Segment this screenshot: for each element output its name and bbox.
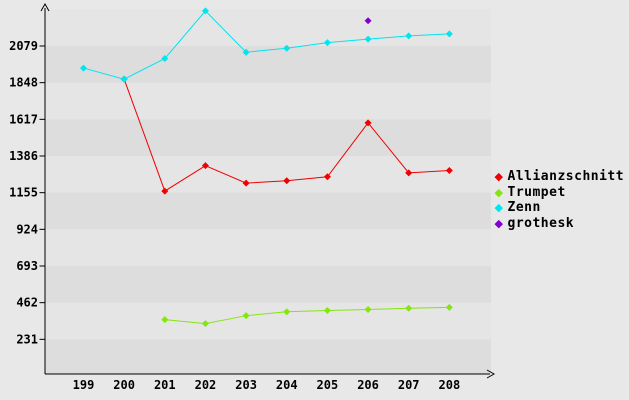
series-grothesk-marker — [364, 17, 372, 25]
series-allianzschnitt-marker — [283, 177, 291, 185]
legend-label-zenn: Zenn — [507, 200, 541, 216]
series-allianzschnitt-marker — [364, 119, 372, 127]
series-trumpet-marker — [445, 303, 453, 311]
x-tick-label: 200 — [113, 378, 135, 392]
plot-band — [45, 265, 491, 303]
legend-item-allianzschnitt: Allianzschnitt — [494, 169, 625, 185]
y-tick-label: 231 — [16, 332, 38, 346]
legend-label-grothesk: grothesk — [507, 216, 575, 232]
plot-band — [45, 45, 491, 83]
series-zenn-marker — [201, 7, 209, 15]
plot-band — [45, 302, 491, 340]
x-tick-label: 204 — [276, 378, 298, 392]
plot-band — [45, 339, 491, 374]
plot-band — [45, 119, 491, 156]
plot-band — [45, 229, 491, 266]
series-zenn-marker — [120, 75, 128, 83]
y-axis-arrowhead-icon — [40, 2, 50, 12]
plot-band — [45, 82, 491, 120]
series-zenn-marker — [405, 32, 413, 40]
series-allianzschnitt-marker — [242, 179, 250, 187]
legend-diamond-icon — [494, 204, 503, 212]
legend-item-zenn: Zenn — [494, 200, 624, 216]
series-allianzschnitt-marker — [405, 169, 413, 177]
legend-item-trumpet: Trumpet — [494, 184, 624, 201]
x-tick-label: 199 — [73, 378, 95, 392]
x-axis-arrowhead-icon — [486, 369, 496, 379]
series-zenn-marker — [364, 35, 372, 43]
y-tick-label: 1848 — [9, 76, 38, 90]
series-zenn-marker — [323, 39, 331, 47]
x-tick-label: 202 — [195, 378, 217, 392]
y-tick-label: 1155 — [9, 186, 38, 200]
series-zenn-marker — [445, 30, 453, 38]
x-tick-label: 203 — [235, 378, 257, 392]
series-allianzschnitt-marker — [323, 173, 331, 181]
series-zenn-marker — [242, 48, 250, 56]
series-allianzschnitt-marker — [201, 162, 209, 170]
series-trumpet-marker — [161, 316, 169, 324]
series-trumpet-marker — [242, 312, 250, 320]
legend: Allianzschnitt Trumpet Zenn grothesk — [494, 169, 625, 232]
y-tick-label: 1386 — [9, 149, 38, 163]
y-tick-label: 1617 — [9, 112, 38, 126]
x-tick-label: 208 — [439, 378, 461, 392]
x-tick-label: 207 — [398, 378, 420, 392]
series-trumpet-marker — [405, 304, 413, 312]
plot-band — [45, 9, 491, 46]
series-trumpet-marker — [201, 320, 209, 328]
series-trumpet-marker — [283, 308, 291, 316]
series-trumpet-marker — [364, 305, 372, 313]
legend-diamond-icon — [494, 172, 503, 181]
y-tick-label: 693 — [16, 259, 38, 273]
x-tick-label: 206 — [357, 378, 379, 392]
y-tick-label: 2079 — [9, 39, 38, 53]
series-zenn-line — [83, 10, 450, 80]
legend-diamond-icon — [494, 188, 503, 197]
series-allianzschnitt-marker — [161, 187, 169, 195]
series-trumpet-marker — [323, 306, 331, 314]
legend-diamond-icon — [494, 219, 503, 228]
y-tick-label: 462 — [16, 296, 38, 310]
series-zenn-marker — [283, 44, 291, 52]
plot-band — [45, 155, 491, 193]
plot-band — [45, 192, 491, 230]
y-tick-label: 924 — [16, 222, 38, 236]
series-trumpet-line — [164, 306, 450, 325]
series-zenn-marker — [80, 64, 87, 72]
legend-item-grothesk: grothesk — [494, 216, 624, 232]
x-tick-label: 201 — [154, 378, 176, 392]
series-zenn-marker — [161, 55, 169, 63]
series-allianzschnitt-marker — [445, 166, 453, 174]
legend-label-trumpet: Trumpet — [507, 184, 566, 200]
x-tick-label: 205 — [317, 378, 339, 392]
legend-label-allianzschnitt: Allianzschnitt — [507, 169, 625, 185]
